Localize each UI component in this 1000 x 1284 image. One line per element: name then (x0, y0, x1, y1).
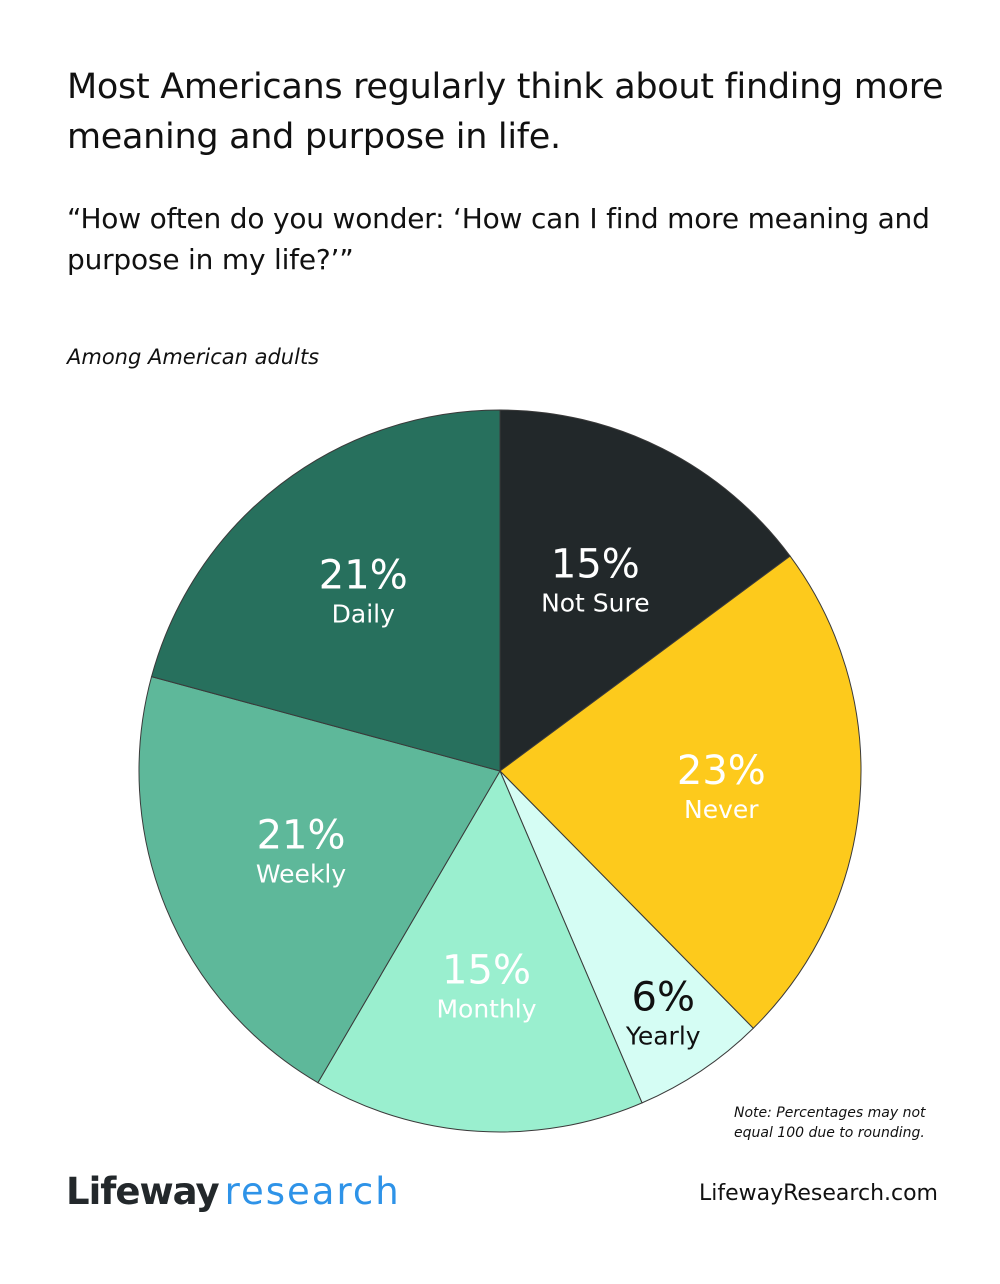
data-label-category: Yearly (625, 1021, 701, 1050)
slice-label: 21%Weekly (256, 813, 346, 889)
population-label: Among American adults (67, 345, 320, 369)
chart-title: Most Americans regularly think about fin… (67, 67, 944, 157)
slice-label: 6%Yearly (625, 974, 701, 1050)
pie-slice-weekly (138, 676, 501, 1084)
chart-subtitle: “How often do you wonder: ‘How can I fin… (67, 202, 930, 276)
website-url[interactable]: LifewayResearch.com (698, 1181, 938, 1206)
slice-label: 15%Monthly (436, 948, 536, 1024)
data-label-category: Never (684, 795, 759, 824)
data-label-percent: 15% (442, 948, 531, 994)
lifeway-research-logo: Lifeway research (66, 1170, 401, 1213)
logo-lifeway: Lifeway (66, 1170, 220, 1213)
data-label-percent: 15% (551, 542, 640, 588)
data-label-category: Weekly (256, 860, 346, 889)
slice-label: 23%Never (677, 748, 766, 824)
data-label-percent: 23% (677, 748, 766, 794)
data-label-percent: 21% (319, 552, 408, 598)
rounding-note: Note: Percentages may not equal 100 due … (734, 1105, 926, 1141)
slice-label: 15%Not Sure (541, 542, 650, 618)
pie-slice-not-sure (499, 409, 791, 772)
data-label-category: Monthly (436, 995, 536, 1024)
slice-label: 21%Daily (319, 552, 408, 628)
data-label-percent: 21% (257, 813, 346, 859)
data-label-category: Not Sure (541, 589, 650, 618)
logo-research: research (224, 1170, 401, 1213)
pie-slice-never (499, 555, 862, 1029)
pie-slice-monthly (317, 769, 643, 1133)
pie-slice-yearly (499, 770, 754, 1104)
data-label-percent: 6% (632, 974, 695, 1020)
pie-slice-daily (150, 409, 501, 772)
data-label-category: Daily (332, 599, 395, 628)
